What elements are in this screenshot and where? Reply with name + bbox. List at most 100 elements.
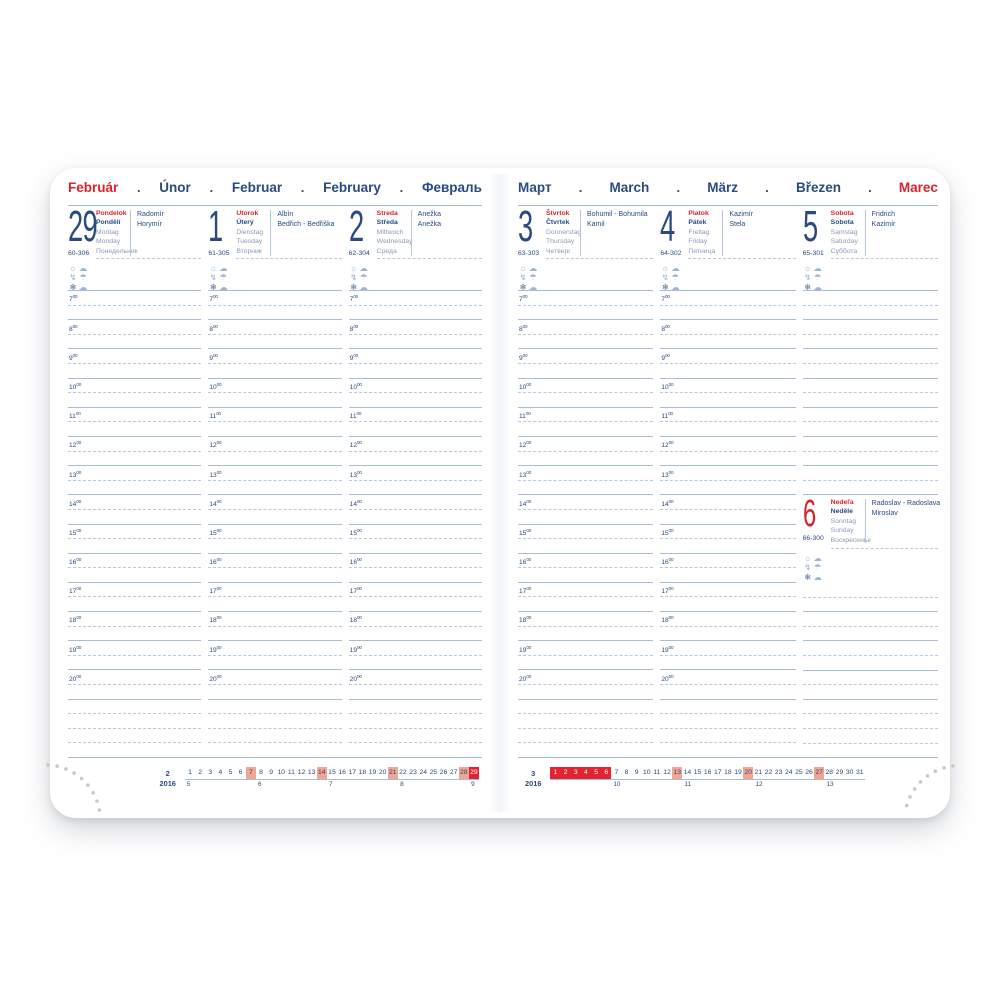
hour-label: 1400 [519, 498, 532, 508]
hour-row: 1200 [68, 437, 202, 452]
day-name-label: Четверг [546, 247, 571, 255]
month-separator-dot: . [868, 180, 872, 195]
mini-cal-day: 12 [297, 769, 306, 776]
bottom-rule [68, 757, 482, 758]
bottom-rule [518, 757, 938, 758]
weather-row: ❄ ☁ [208, 281, 228, 291]
hour-row [660, 510, 796, 525]
day-name-label: Neděle [830, 508, 853, 516]
hour-row [68, 700, 202, 715]
mini-cal-day: 26 [805, 769, 813, 776]
mini-cal-day: 17 [713, 769, 722, 776]
nameday-name: Miroslav [871, 510, 898, 517]
mini-cal-body: 1 2 3 4 5 6 7 8 9 10 11 12 13 14 15 16 17 18 19 20 21 22 23 24 2… [184, 767, 479, 790]
hour-row: 1000 [208, 379, 342, 394]
hour-label: 800 [209, 323, 218, 333]
day-name-label: Donnerstag [546, 228, 582, 236]
mini-cal-day: 8 [259, 769, 263, 776]
week-number: 5 [186, 781, 191, 788]
hour-row [518, 685, 654, 700]
mini-cal-day: 9 [269, 769, 273, 776]
day-name-label: Středa [376, 219, 398, 227]
day-column-weekend: 5 65-301 Sobota Sobota Samstag Saturday Суббот… [802, 205, 940, 748]
mini-cal-day: 31 [855, 769, 864, 776]
mini-cal-day: 24 [419, 769, 427, 776]
hour-label: 1100 [69, 411, 81, 421]
month-label: February [323, 180, 381, 195]
hour-grid: 700 800 900 1000 1100 1200 1300 1400 1500 1600 170… [348, 290, 482, 744]
weather-row: ↯ ☂ [660, 271, 680, 282]
mini-cal-day: 15 [328, 769, 336, 776]
hour-row [68, 729, 202, 744]
hour-label: 1000 [209, 381, 222, 392]
day-of-year: 63-303 [518, 250, 540, 257]
mini-cal-day: 5 [591, 767, 602, 779]
hour-label: 1700 [661, 586, 674, 596]
day-columns: 29 60-306 Pondelok Pondělí Montag Monday Понед… [68, 205, 482, 748]
mini-cal-day: 2 [560, 767, 571, 779]
mini-cal-month: 2 [165, 769, 170, 778]
mini-cal-day: 5 [228, 769, 233, 776]
day-name-label: Freitag [688, 228, 710, 236]
hour-row [660, 364, 796, 379]
day-head-divider [410, 210, 412, 256]
rain-cloud-icon: ☂ [359, 272, 368, 283]
hour-row [68, 481, 202, 496]
month-label: Февраль [421, 180, 482, 195]
hour-row [660, 481, 796, 496]
hour-label: 800 [661, 323, 670, 333]
hour-row [802, 335, 938, 350]
hour-row [518, 393, 654, 408]
hour-row: 1600 [660, 554, 796, 569]
hour-row [802, 408, 938, 423]
mini-cal-month: 3 [531, 769, 536, 778]
hour-label: 1700 [69, 586, 82, 596]
day-head-divider [722, 210, 724, 256]
rain-cloud-icon: ☂ [79, 272, 87, 283]
hour-row: 1500 [208, 525, 342, 540]
hour-label: 1500 [661, 527, 674, 538]
hour-row [348, 335, 482, 350]
day-header: 5 65-301 Sobota Sobota Samstag Saturday Суббот… [803, 205, 938, 259]
day-name-label: Úterý [236, 219, 254, 227]
mini-cal-day: 19 [734, 769, 742, 776]
day-name-label: Piatok [688, 210, 709, 217]
mini-cal-day: 25 [795, 769, 803, 776]
day-of-year: 61-305 [208, 250, 230, 257]
hour-label: 1100 [661, 411, 673, 421]
hour-row [68, 685, 202, 700]
day-name-labels: Streda Středa Mittwoch Wednesday Среда [377, 209, 413, 256]
mini-cal-day: 8 [624, 769, 629, 776]
hour-label: 900 [519, 352, 528, 362]
day-column: 3 63-303 Štvrtok Čtvrtek Donnerstag Thursday Ч… [518, 205, 654, 748]
week-number: 13 [826, 781, 834, 788]
hour-row [802, 685, 938, 700]
hour-label: 1300 [69, 469, 82, 479]
hour-row [518, 597, 654, 613]
snowflake-icon: ❄ [69, 281, 77, 292]
hour-row: 1900 [348, 641, 482, 656]
hour-row [208, 539, 342, 554]
hour-row: 800 [348, 320, 482, 335]
day-name-label: Pondelok [96, 210, 127, 217]
hour-row: 1200 [518, 437, 654, 452]
hour-row [802, 656, 938, 671]
month-underline [68, 205, 482, 206]
hour-row: 2000 [68, 670, 202, 686]
weather-icons: ☼ ☁ ↯ ☂ ❄ ☁ [208, 262, 228, 292]
day-column: 1 61-305 Utorok Úterý Dienstag Tuesday Вторник… [208, 205, 342, 748]
weather-row: ↯ ☂ [349, 271, 369, 283]
hour-label: 1200 [661, 440, 674, 450]
mini-cal-day: 4 [580, 767, 592, 779]
rain-cloud-icon: ☂ [813, 272, 822, 283]
hour-row: 1400 [208, 495, 342, 510]
week-number: 8 [400, 781, 404, 788]
hour-label: 1800 [69, 615, 82, 625]
hour-label: 2000 [69, 673, 82, 684]
hour-label: 1700 [209, 586, 222, 596]
hour-row [208, 685, 342, 700]
hour-row [348, 597, 482, 613]
hour-row [802, 583, 938, 598]
diary-spread: Február. Únor. Februar. February. Февраль 29… [46, 168, 955, 818]
